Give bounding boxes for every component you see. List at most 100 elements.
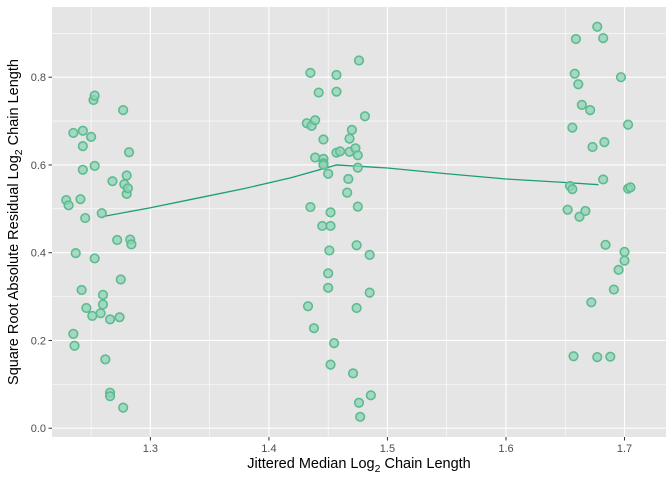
data-point: [68, 127, 79, 139]
y-axis-ticks: 0.0 0.2 0.4 0.6 0.8: [31, 72, 52, 435]
data-point: [353, 55, 365, 66]
data-point: [114, 312, 125, 323]
data-point: [351, 302, 362, 314]
y-axis-title-suffix: Chain Length: [6, 59, 22, 149]
data-point: [342, 187, 353, 198]
data-point: [329, 338, 340, 349]
x-axis-title-prefix: Jittered Median Log: [247, 456, 374, 472]
data-point: [70, 248, 81, 259]
y-tick-label: 0.8: [31, 72, 46, 84]
data-point: [112, 234, 123, 246]
data-point: [89, 90, 100, 101]
data-point: [573, 79, 584, 90]
data-point: [107, 176, 118, 187]
data-point: [347, 368, 359, 379]
data-point: [592, 352, 603, 363]
data-point: [97, 299, 109, 310]
smooth-trend-line: [101, 164, 599, 218]
x-axis-title: Jittered Median Log2 Chain Length: [247, 456, 471, 475]
smooth-line-layer: [101, 164, 599, 218]
data-point: [365, 390, 376, 401]
data-point: [334, 146, 346, 157]
data-point: [619, 255, 630, 266]
plot-panel: [52, 7, 666, 437]
data-point: [600, 239, 611, 250]
data-point: [313, 87, 324, 98]
data-point: [567, 183, 578, 195]
data-point: [364, 287, 375, 298]
y-tick-label: 0.4: [31, 248, 46, 260]
data-point: [96, 208, 107, 219]
data-point: [323, 282, 334, 293]
data-point: [86, 131, 97, 142]
data-point: [97, 289, 109, 300]
data-point: [77, 125, 88, 136]
data-point: [352, 150, 363, 161]
data-point: [353, 397, 365, 408]
data-point: [126, 239, 137, 250]
data-point: [331, 69, 342, 81]
data-point: [619, 246, 630, 257]
data-point: [576, 99, 587, 110]
data-point: [89, 253, 100, 264]
y-tick-label: 0.0: [31, 423, 46, 435]
data-point: [305, 201, 316, 213]
data-point: [89, 160, 100, 171]
data-point: [318, 134, 329, 145]
data-point: [568, 351, 579, 362]
data-point: [569, 68, 580, 79]
data-point: [76, 284, 87, 296]
data-point: [574, 211, 585, 222]
data-point: [323, 168, 334, 179]
data-point: [317, 220, 328, 232]
data-point: [310, 152, 321, 163]
data-point: [122, 183, 133, 194]
data-point: [325, 359, 336, 370]
data-point: [123, 147, 135, 158]
data-point: [121, 170, 132, 181]
data-point: [87, 310, 98, 322]
data-point: [77, 164, 88, 175]
data-point: [585, 105, 596, 116]
data-point: [592, 21, 603, 32]
data-point: [344, 133, 355, 144]
data-point: [605, 351, 616, 362]
grid-lines: [52, 7, 666, 437]
data-point: [302, 301, 314, 312]
data-point: [622, 119, 634, 130]
x-tick-label: 1.7: [617, 443, 632, 455]
data-point: [608, 284, 619, 295]
data-point: [77, 140, 88, 152]
data-point: [75, 194, 86, 205]
data-point: [343, 173, 354, 185]
data-point: [324, 245, 335, 256]
data-point: [118, 105, 129, 116]
x-tick-label: 1.3: [143, 443, 158, 455]
x-axis-title-subscript: 2: [375, 463, 381, 475]
data-point: [69, 340, 80, 351]
data-point: [104, 391, 116, 402]
data-point: [598, 174, 609, 185]
data-point: [325, 207, 336, 218]
data-point: [562, 204, 573, 215]
data-point: [308, 323, 320, 334]
x-axis-title-suffix: Chain Length: [380, 456, 470, 472]
y-axis-title: Square Root Absolute Residual Log2 Chain…: [6, 59, 25, 385]
data-point: [580, 205, 591, 217]
data-point: [100, 354, 111, 365]
y-tick-label: 0.2: [31, 335, 46, 347]
data-point: [305, 67, 316, 78]
data-point: [364, 249, 375, 261]
x-tick-label: 1.6: [498, 443, 513, 455]
data-point: [599, 137, 610, 148]
data-point: [352, 201, 363, 212]
data-point: [115, 274, 126, 285]
x-tick-label: 1.5: [380, 443, 395, 455]
y-tick-label: 0.6: [31, 160, 46, 172]
data-point: [325, 220, 336, 232]
data-point: [81, 302, 92, 314]
data-point: [586, 297, 597, 308]
data-point: [598, 33, 609, 44]
